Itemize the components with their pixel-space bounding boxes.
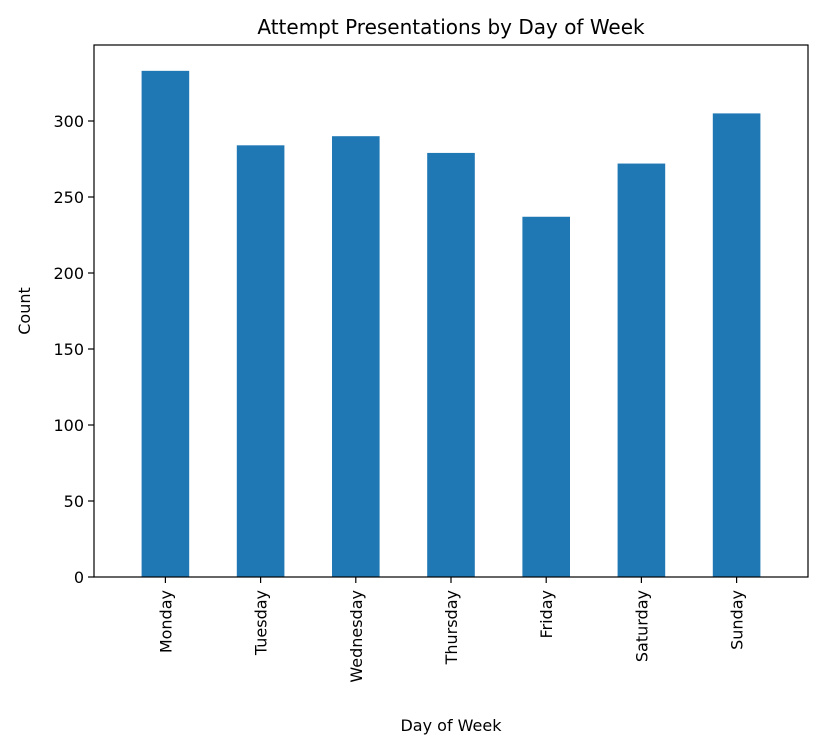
- bar-wednesday: [332, 136, 380, 577]
- y-tick-label: 0: [74, 568, 84, 587]
- x-tick-label-friday: Friday: [537, 590, 556, 639]
- bar-sunday: [712, 113, 761, 578]
- y-axis-label: Count: [15, 287, 34, 335]
- bars-group: [141, 70, 761, 578]
- y-tick-label: 250: [53, 188, 84, 207]
- x-tick-label-sunday: Sunday: [728, 590, 747, 650]
- y-tick-label: 100: [53, 416, 84, 435]
- y-axis-ticks: 0 50 100 150 200 250 300: [53, 112, 94, 587]
- y-tick-label: 150: [53, 340, 84, 359]
- x-axis-ticks: Monday Tuesday Wednesday Thursday Friday Satu…: [156, 577, 747, 683]
- x-tick-label-wednesday: Wednesday: [347, 590, 366, 683]
- x-axis-label: Day of Week: [400, 716, 502, 735]
- bar-thursday: [427, 152, 475, 578]
- bar-saturday: [617, 163, 666, 577]
- bar-tuesday: [236, 145, 285, 577]
- x-tick-label-saturday: Saturday: [632, 590, 651, 662]
- y-tick-label: 300: [53, 112, 84, 131]
- chart-title: Attempt Presentations by Day of Week: [257, 15, 645, 39]
- bar-friday: [522, 216, 570, 577]
- bar-monday: [141, 70, 190, 577]
- y-tick-label: 200: [53, 264, 84, 283]
- y-tick-label: 50: [64, 492, 84, 511]
- x-tick-label-monday: Monday: [156, 590, 175, 653]
- x-tick-label-thursday: Thursday: [442, 590, 461, 665]
- x-tick-label-tuesday: Tuesday: [252, 590, 271, 656]
- plot-frame: [93, 44, 809, 578]
